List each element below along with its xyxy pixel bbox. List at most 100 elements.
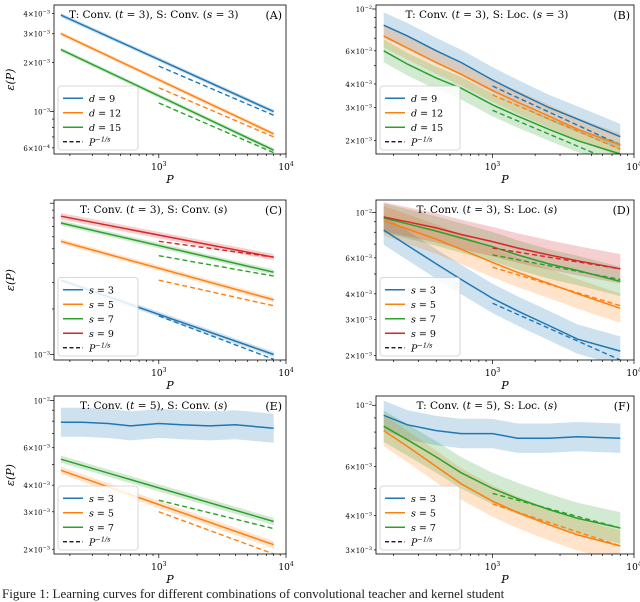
legend: s = 3 s = 5 s = 7 s = 9P−1/s bbox=[57, 277, 139, 357]
y-tick-label: 3×10−3 bbox=[345, 546, 372, 555]
series-line bbox=[383, 229, 621, 352]
axes-frame bbox=[375, 199, 635, 361]
series-line bbox=[383, 50, 621, 154]
series-line bbox=[383, 429, 621, 547]
y-tick-label: 4×10−3 bbox=[23, 9, 50, 18]
legend-box bbox=[379, 485, 461, 551]
panel-label: (C) bbox=[265, 204, 282, 217]
series-line bbox=[383, 217, 621, 283]
legend: s = 3 s = 5 s = 7P−1/s bbox=[57, 485, 139, 551]
x-axis-label: P bbox=[500, 173, 509, 186]
axes-frame bbox=[375, 4, 635, 155]
power-law-line bbox=[158, 87, 274, 138]
legend-label: s = 5 bbox=[89, 508, 114, 519]
legend-label: s = 3 bbox=[411, 285, 436, 296]
legend-label: d = 15 bbox=[89, 123, 121, 134]
power-law-line bbox=[492, 266, 621, 307]
x-tick-label: 103 bbox=[151, 561, 166, 573]
x-tick-label: 104 bbox=[626, 367, 640, 379]
x-tick-label: 103 bbox=[151, 161, 166, 173]
legend-label-power-law: P−1/s bbox=[410, 341, 433, 354]
confidence-band bbox=[383, 206, 621, 323]
series-line bbox=[383, 425, 621, 529]
y-tick-label: 10−2 bbox=[356, 5, 372, 14]
panel-e: 103 104 P 2×10−3 3×10−3 4×10−3 6×10−3 10−2 ε(P) T… bbox=[4, 395, 294, 586]
legend-label: s = 5 bbox=[411, 508, 436, 519]
power-law-line bbox=[158, 102, 274, 154]
power-law-line bbox=[158, 240, 274, 258]
legend-label: d = 9 bbox=[89, 94, 115, 105]
y-tick-label: 6×10−3 bbox=[345, 463, 372, 472]
legend-label-power-law: P−1/s bbox=[410, 535, 433, 548]
legend: s = 3 s = 5 s = 7P−1/s bbox=[379, 485, 461, 551]
y-tick-label: 6×10−3 bbox=[345, 254, 372, 263]
series-line bbox=[383, 35, 621, 146]
x-tick-label: 104 bbox=[626, 561, 640, 573]
y-tick-label: 6×10−3 bbox=[23, 444, 50, 453]
series-line bbox=[60, 33, 275, 135]
power-law-line bbox=[158, 254, 274, 277]
axes-frame bbox=[53, 199, 287, 361]
x-tick-label: 104 bbox=[626, 161, 640, 173]
x-tick-label: 104 bbox=[278, 367, 293, 379]
series-line bbox=[60, 458, 274, 523]
axes-frame bbox=[53, 4, 287, 155]
series-line bbox=[60, 421, 274, 430]
panel-label: (F) bbox=[614, 400, 630, 413]
legend-box bbox=[57, 277, 139, 357]
confidence-band bbox=[383, 414, 621, 554]
legend-label: d = 9 bbox=[411, 94, 437, 105]
confidence-band bbox=[383, 215, 621, 360]
power-law-line bbox=[158, 279, 274, 307]
plot-area bbox=[383, 12, 621, 154]
power-law-line bbox=[492, 302, 621, 360]
confidence-band bbox=[383, 202, 621, 284]
legend-box bbox=[379, 85, 461, 151]
plot-area bbox=[383, 400, 621, 554]
legend: d = 9 d = 12 d = 15P−1/s bbox=[57, 85, 139, 151]
power-law-line bbox=[158, 65, 274, 116]
legend-label: s = 9 bbox=[89, 329, 114, 340]
y-tick-label: 10−3 bbox=[34, 351, 50, 360]
axes-frame bbox=[53, 395, 287, 555]
power-law-line bbox=[492, 247, 621, 270]
power-law-line bbox=[158, 511, 274, 554]
confidence-band bbox=[60, 407, 274, 443]
legend-box bbox=[57, 85, 139, 151]
legend-label: s = 5 bbox=[89, 300, 114, 311]
y-tick-label: 6×10−3 bbox=[345, 47, 372, 56]
y-axis-label: ε(P) bbox=[4, 269, 17, 291]
y-tick-label: 4×10−3 bbox=[23, 481, 50, 490]
series-line bbox=[60, 215, 274, 258]
panel-title: T: Conv. (t = 3), S: Loc. (s = 3) bbox=[405, 9, 568, 21]
confidence-band bbox=[383, 39, 621, 154]
legend-label-power-law: P−1/s bbox=[88, 135, 111, 148]
panel-title: T: Conv. (t = 3), S: Conv. (s) bbox=[80, 204, 227, 216]
y-tick-label: 2×10−3 bbox=[23, 545, 50, 554]
y-tick-label: 10−2 bbox=[34, 397, 50, 406]
legend-label: s = 7 bbox=[89, 314, 114, 325]
y-tick-label: 3×10−3 bbox=[23, 30, 50, 39]
panel-b: 103 104 P 2×10−3 3×10−3 4×10−3 6×10−3 10−2 T: Co… bbox=[345, 4, 640, 186]
panel-label: (B) bbox=[613, 9, 630, 22]
figure-caption: Figure 1: Learning curves for different … bbox=[2, 586, 505, 601]
x-tick-label: 104 bbox=[278, 161, 293, 173]
x-tick-label: 104 bbox=[278, 561, 293, 573]
power-law-line bbox=[492, 503, 621, 547]
y-tick-label: 10−2 bbox=[356, 401, 372, 410]
y-tick-label: 6×10−4 bbox=[23, 144, 50, 153]
series-line bbox=[60, 240, 274, 301]
y-tick-label: 4×10−3 bbox=[345, 290, 372, 299]
axes-frame bbox=[375, 395, 635, 555]
confidence-band bbox=[383, 12, 621, 150]
power-law-line bbox=[492, 254, 621, 281]
series-line bbox=[383, 220, 621, 310]
power-law-line bbox=[158, 499, 274, 530]
series-line bbox=[60, 48, 275, 151]
series-line bbox=[383, 414, 621, 439]
x-tick-label: 103 bbox=[485, 561, 500, 573]
legend: s = 3 s = 5 s = 7 s = 9P−1/s bbox=[379, 277, 461, 357]
plot-area bbox=[60, 13, 275, 154]
legend-label: s = 3 bbox=[89, 285, 114, 296]
power-law-line bbox=[492, 94, 621, 150]
